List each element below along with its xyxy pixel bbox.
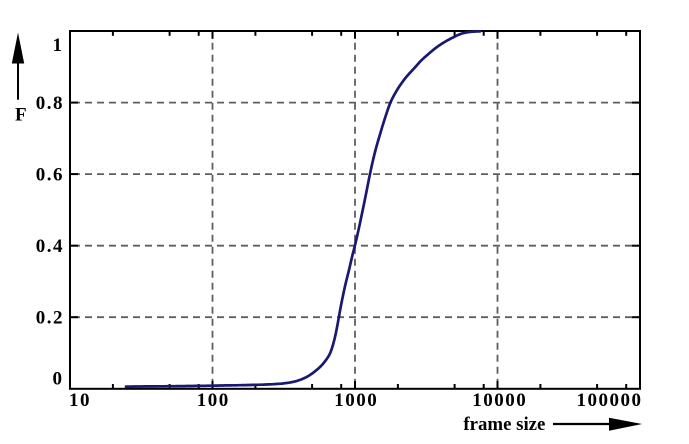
svg-text:10: 10 [69,390,91,411]
svg-text:F: F [15,104,27,125]
svg-text:0.6: 0.6 [36,165,64,186]
svg-text:100: 100 [197,390,230,411]
svg-text:0: 0 [53,368,63,389]
svg-text:frame size: frame size [463,414,545,435]
svg-text:0.2: 0.2 [36,308,64,329]
svg-text:0.8: 0.8 [36,93,64,114]
svg-text:1: 1 [53,35,63,56]
svg-text:1000: 1000 [334,390,378,411]
svg-text:10000: 10000 [472,390,527,411]
svg-text:100000: 100000 [577,390,643,411]
svg-text:0.4: 0.4 [36,236,64,257]
